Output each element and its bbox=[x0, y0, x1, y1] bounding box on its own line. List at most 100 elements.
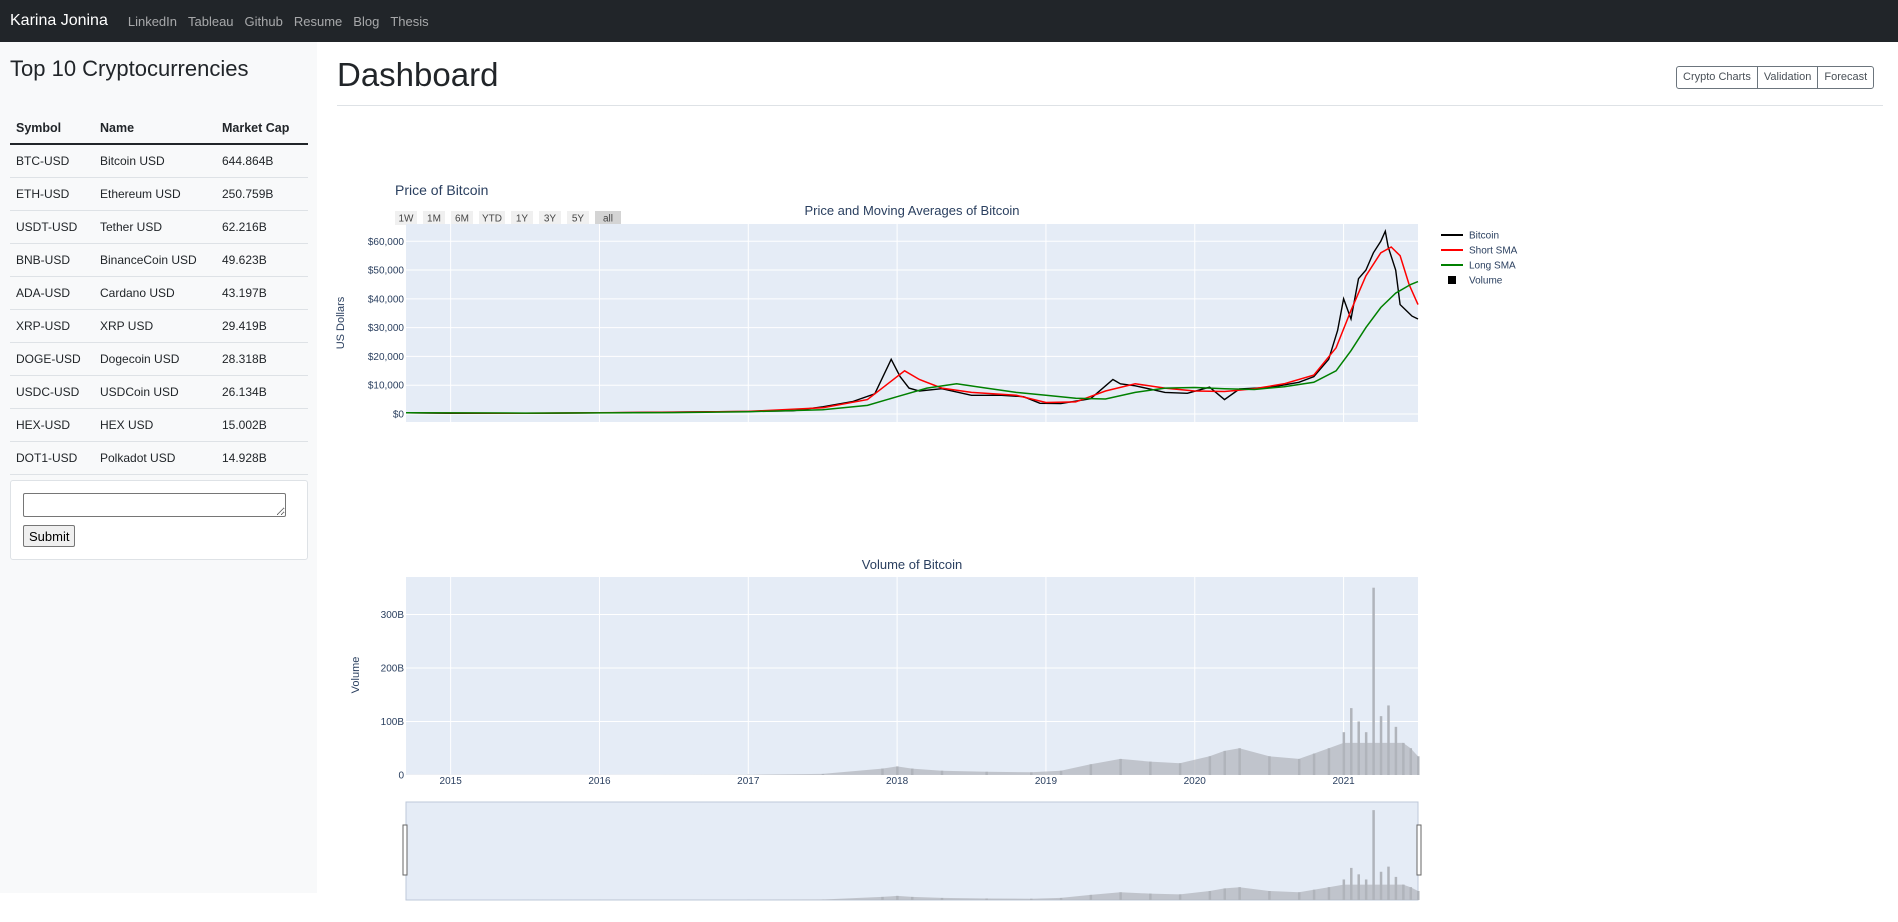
range-slider[interactable] bbox=[406, 802, 1418, 900]
legend-item[interactable]: Short SMA bbox=[1469, 246, 1518, 257]
nav-link-resume[interactable]: Resume bbox=[294, 14, 342, 29]
volume-x-tick: 2015 bbox=[440, 776, 463, 787]
cell-name: Bitcoin USD bbox=[94, 144, 216, 177]
cell-market-cap: 28.318B bbox=[216, 342, 308, 375]
price-y-tick: $30,000 bbox=[368, 323, 405, 334]
cell-name: Polkadot USD bbox=[94, 441, 216, 474]
bitcoin-chart: Price of Bitcoin 1W 1M 6M YTD 1Y 3Y 5Y all Pric… bbox=[317, 102, 1898, 922]
volume-x-tick: 2021 bbox=[1332, 776, 1355, 787]
range-button-label: YTD bbox=[482, 214, 502, 225]
volume-chart-title: Volume of Bitcoin bbox=[862, 557, 962, 572]
cell-market-cap: 29.419B bbox=[216, 309, 308, 342]
cell-name: HEX USD bbox=[94, 408, 216, 441]
cell-name: Dogecoin USD bbox=[94, 342, 216, 375]
header-market-cap: Market Cap bbox=[216, 112, 308, 144]
sidebar-title: Top 10 Cryptocurrencies bbox=[10, 56, 248, 82]
range-slider-left-handle[interactable] bbox=[403, 825, 407, 875]
figure-title: Price of Bitcoin bbox=[395, 182, 488, 198]
cell-symbol: DOT1-USD bbox=[10, 441, 94, 474]
cell-market-cap: 15.002B bbox=[216, 408, 308, 441]
navbar: Karina Jonina LinkedIn Tableau Github Re… bbox=[0, 0, 1898, 42]
cell-name: Ethereum USD bbox=[94, 177, 216, 210]
cell-market-cap: 644.864B bbox=[216, 144, 308, 177]
sidebar: Top 10 Cryptocurrencies Symbol Name Mark… bbox=[0, 42, 317, 893]
query-form: Submit bbox=[10, 480, 308, 560]
nav-link-tableau[interactable]: Tableau bbox=[188, 14, 234, 29]
range-button-label: 1W bbox=[399, 214, 415, 225]
cell-symbol: BTC-USD bbox=[10, 144, 94, 177]
price-y-tick: $60,000 bbox=[368, 237, 405, 248]
range-button-label: all bbox=[603, 214, 613, 225]
volume-x-tick: 2020 bbox=[1184, 776, 1207, 787]
submit-button[interactable]: Submit bbox=[23, 525, 75, 547]
price-y-ticks: $0 $10,000 $20,000 $30,000 $40,000 $50,000 $60… bbox=[368, 237, 405, 421]
price-y-tick: $0 bbox=[393, 410, 405, 421]
cell-symbol: HEX-USD bbox=[10, 408, 94, 441]
volume-x-tick: 2017 bbox=[737, 776, 760, 787]
volume-y-tick: 200B bbox=[381, 663, 405, 674]
query-textarea[interactable] bbox=[23, 493, 286, 517]
cell-symbol: XRP-USD bbox=[10, 309, 94, 342]
price-y-tick: $20,000 bbox=[368, 352, 405, 363]
range-button-label: 1Y bbox=[516, 214, 529, 225]
range-selector: 1W 1M 6M YTD 1Y 3Y 5Y all bbox=[395, 211, 621, 225]
legend-item[interactable]: Volume bbox=[1469, 276, 1503, 287]
cell-symbol: USDC-USD bbox=[10, 375, 94, 408]
cell-name: XRP USD bbox=[94, 309, 216, 342]
page-title: Dashboard bbox=[337, 56, 498, 94]
volume-y-tick: 0 bbox=[398, 771, 404, 782]
forecast-button[interactable]: Forecast bbox=[1817, 66, 1874, 89]
range-button-label: 5Y bbox=[572, 214, 585, 225]
price-y-tick: $40,000 bbox=[368, 294, 405, 305]
nav-link-thesis[interactable]: Thesis bbox=[390, 14, 428, 29]
cell-name: BinanceCoin USD bbox=[94, 243, 216, 276]
price-y-tick: $10,000 bbox=[368, 381, 405, 392]
cell-symbol: ADA-USD bbox=[10, 276, 94, 309]
header-name: Name bbox=[94, 112, 216, 144]
main-content: Dashboard Crypto Charts Validation Forec… bbox=[317, 42, 1898, 893]
cell-market-cap: 14.928B bbox=[216, 441, 308, 474]
range-button-label: 1M bbox=[427, 214, 441, 225]
cell-market-cap: 49.623B bbox=[216, 243, 308, 276]
cell-market-cap: 250.759B bbox=[216, 177, 308, 210]
cell-market-cap: 43.197B bbox=[216, 276, 308, 309]
nav-link-linkedin[interactable]: LinkedIn bbox=[128, 14, 177, 29]
legend-swatch bbox=[1448, 276, 1456, 284]
volume-y-tick: 100B bbox=[381, 717, 405, 728]
legend-item[interactable]: Bitcoin bbox=[1469, 231, 1499, 242]
nav-link-blog[interactable]: Blog bbox=[353, 14, 379, 29]
volume-x-tick: 2016 bbox=[588, 776, 611, 787]
cell-symbol: ETH-USD bbox=[10, 177, 94, 210]
volume-y-axis-label: Volume bbox=[350, 657, 362, 694]
price-y-tick: $50,000 bbox=[368, 266, 405, 277]
cell-market-cap: 26.134B bbox=[216, 375, 308, 408]
brand[interactable]: Karina Jonina bbox=[10, 12, 108, 30]
header-symbol: Symbol bbox=[10, 112, 94, 144]
price-y-axis-label: US Dollars bbox=[335, 296, 347, 349]
validation-button[interactable]: Validation bbox=[1757, 66, 1819, 89]
legend-item[interactable]: Long SMA bbox=[1469, 261, 1516, 272]
range-button-label: 3Y bbox=[544, 214, 557, 225]
volume-x-tick: 2019 bbox=[1035, 776, 1058, 787]
range-slider-right-handle[interactable] bbox=[1417, 825, 1421, 875]
crypto-charts-button[interactable]: Crypto Charts bbox=[1676, 66, 1758, 89]
nav-link-github[interactable]: Github bbox=[245, 14, 283, 29]
volume-plot-area bbox=[406, 577, 1418, 775]
cell-name: Tether USD bbox=[94, 210, 216, 243]
table-header-row: Symbol Name Market Cap bbox=[10, 112, 308, 144]
price-chart-title: Price and Moving Averages of Bitcoin bbox=[804, 203, 1019, 218]
range-button-label: 6M bbox=[455, 214, 469, 225]
